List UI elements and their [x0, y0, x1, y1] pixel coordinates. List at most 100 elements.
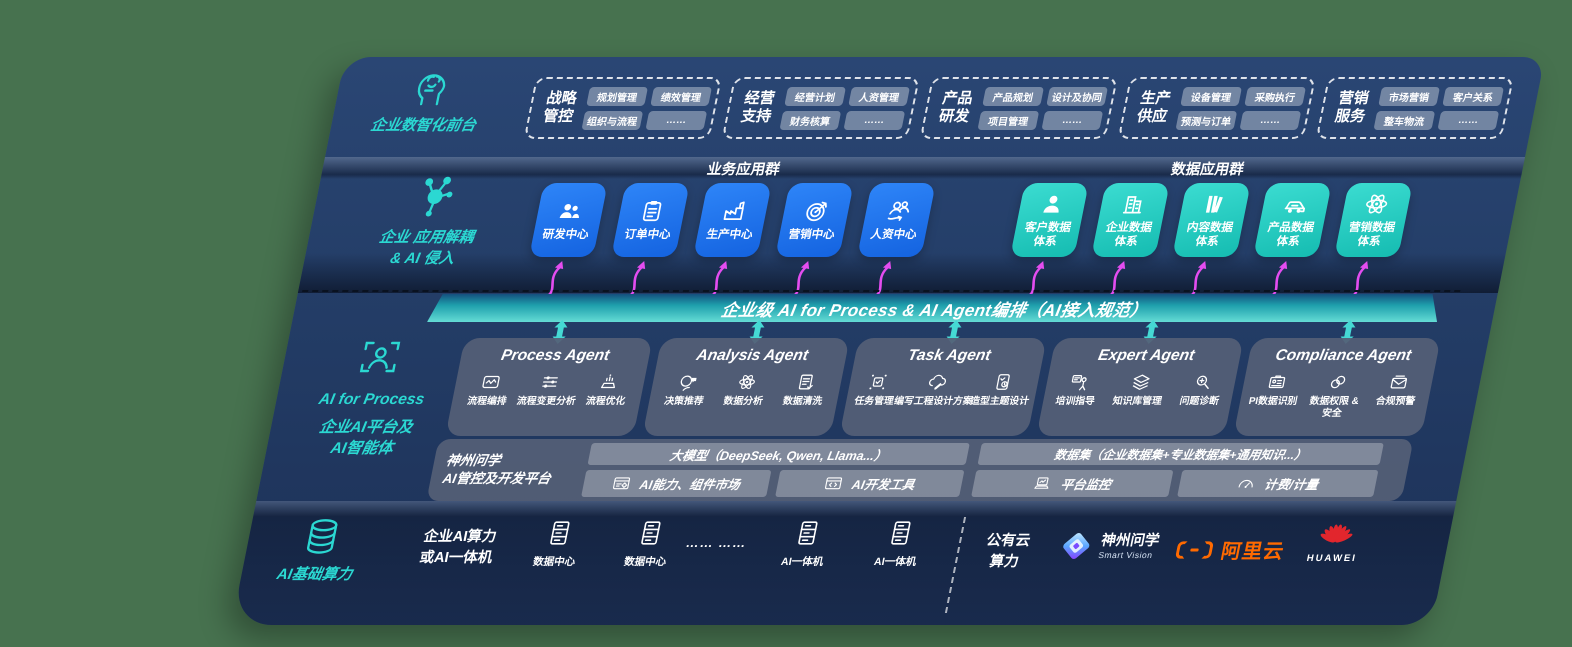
- alibaba-cloud-logo-icon: [1172, 539, 1216, 561]
- agent-item: 数据清洗: [772, 372, 838, 408]
- books-icon: [1199, 191, 1230, 217]
- platform-label: 神州问学 AI管控及开发平台: [441, 452, 553, 486]
- people-flow-icon: [883, 198, 914, 224]
- agent-item: 造型主题设计: [969, 372, 1035, 408]
- huawei-logo-icon: [1312, 521, 1360, 551]
- flow-arrow: [868, 258, 902, 298]
- chip: ……: [843, 110, 906, 130]
- node-label: AI一体机: [872, 556, 918, 568]
- flow-arrow: [1183, 258, 1217, 298]
- workflow-icon: [479, 372, 503, 392]
- platform-box: 神州问学 AI管控及开发平台 大模型（DeepSeek, Qwen, Llama.…: [426, 439, 1414, 501]
- front-layer-label: 企业数智化前台: [369, 117, 478, 134]
- sliders-icon: [538, 372, 562, 392]
- factory-icon: [719, 198, 750, 224]
- tile-rd-center: 研发中心: [529, 183, 608, 257]
- tile-label: 企业数据 体系: [1104, 221, 1154, 248]
- tile-label: 营销数据 体系: [1347, 221, 1397, 248]
- agent-item: 合规预警: [1366, 372, 1429, 408]
- tile-production-center: 生产中心: [693, 183, 772, 257]
- agent-item: 培训指导: [1047, 372, 1108, 408]
- clipboard-icon: [637, 198, 668, 224]
- team-icon: [555, 198, 586, 224]
- tile-order-center: 订单中心: [611, 183, 690, 257]
- training-icon: [1067, 372, 1091, 392]
- tile-label: 订单中心: [623, 228, 672, 241]
- tile-customer-data: 客户数据 体系: [1010, 183, 1089, 257]
- ribbon-text: 企业级 AI for Process & AI Agent编排（AI接入规范）: [719, 300, 1150, 320]
- compute-label: AI基础算力: [275, 566, 354, 583]
- agent-item: 流程变更分析: [515, 372, 581, 408]
- agent-item: 数据分析: [712, 372, 778, 408]
- front-group-name: 经营 支持: [739, 90, 777, 125]
- diagnose-icon: [1191, 372, 1215, 392]
- decision-icon: [676, 372, 700, 392]
- gauge-icon: [1235, 474, 1258, 493]
- agent-title: Task Agent: [906, 347, 993, 364]
- chip: 人资管理: [848, 86, 911, 106]
- tile-content-data: 内容数据 体系: [1172, 183, 1251, 257]
- building-icon: [1118, 191, 1149, 217]
- model-column: 大模型（DeepSeek, Qwen, Llama...） AI能力、组件市场 …: [581, 443, 970, 497]
- ai-appliance-node: AI一体机: [859, 519, 939, 569]
- ai-process-rail: AI for Process 企业AI平台及 AI智能体: [284, 337, 459, 460]
- flow-arrow: [786, 258, 820, 298]
- tile-product-data: 产品数据 体系: [1253, 183, 1332, 257]
- partner-name: 阿里云: [1218, 541, 1287, 563]
- person-icon: [1037, 191, 1068, 217]
- expert-agent-box: Expert Agent 培训指导 知识库管理 问题诊断: [1036, 338, 1244, 436]
- chip: 组织与流程: [581, 110, 644, 130]
- data-group-title: 数据应用群: [1169, 162, 1246, 178]
- tile-marketing-data: 营销数据 体系: [1334, 183, 1413, 257]
- scan-person-icon: [356, 337, 404, 377]
- chip: ……: [1437, 110, 1500, 130]
- id-card-icon: [1265, 372, 1289, 392]
- optimize-icon: [597, 372, 621, 392]
- chip: 规划管理: [586, 86, 649, 106]
- app-layer-rail: 企业 应用解耦 & AI 侵入: [333, 173, 527, 269]
- front-group-chips: 规划管理 绩效管理 组织与流程 ……: [581, 86, 713, 130]
- database-icon: [298, 515, 347, 559]
- server-icon: [792, 519, 824, 547]
- cloud-edit-icon: [925, 372, 949, 392]
- agent-item: 数据权限 & 安全: [1297, 372, 1373, 420]
- agent-title: Process Agent: [499, 347, 612, 364]
- chip: ……: [1041, 110, 1104, 130]
- node-label: AI一体机: [779, 556, 825, 568]
- front-group-name: 生产 供应: [1135, 90, 1173, 125]
- analysis-agent-box: Analysis Agent 决策推荐 数据分析 数据清洗: [642, 338, 850, 436]
- front-group-operation: 经营 支持 经营计划 人资管理 财务核算 ……: [721, 77, 921, 139]
- partner-name: HUAWEI: [1305, 553, 1358, 564]
- ai-devtools-cell: AI开发工具: [774, 470, 965, 497]
- dataset-column: 数据集（企业数据集+专业数据集+通用知识...） 平台监控 计费/计量: [971, 443, 1384, 497]
- front-group-product: 产品 研发 产品规划 设计及协同 项目管理 ……: [919, 77, 1119, 139]
- window-code-icon: [822, 474, 845, 493]
- flow-arrow: [1264, 258, 1298, 298]
- billing-cell: 计费/计量: [1176, 470, 1379, 497]
- chip: 财务核算: [779, 110, 842, 130]
- analysis-atom-icon: [735, 372, 759, 392]
- front-group-production: 生产 供应 设备管理 采购执行 预测与订单 ……: [1117, 77, 1317, 139]
- chip: ……: [1239, 110, 1302, 130]
- front-layer-rail: 企业数智化前台: [341, 65, 515, 136]
- laptop-chart-icon: [1031, 474, 1054, 493]
- agent-item: 决策推荐: [653, 372, 719, 408]
- public-cloud-label: 公有云 算力: [984, 533, 1032, 571]
- flow-arrow: [622, 258, 656, 298]
- dataset-bar: 数据集（企业数据集+专业数据集+通用知识...）: [977, 443, 1384, 465]
- app-layer-label: 企业 应用解耦 & AI 侵入: [377, 229, 476, 267]
- agent-item: 问题诊断: [1171, 372, 1232, 408]
- chip: ……: [645, 110, 708, 130]
- chip: 整车物流: [1373, 110, 1436, 130]
- platform-monitor-cell: 平台监控: [971, 470, 1173, 497]
- front-group-marketing: 营销 服务 市场营销 客户关系 整车物流 ……: [1315, 77, 1515, 139]
- compliance-agent-box: Compliance Agent PI数据识别 数据权限 & 安全 合规预警: [1233, 338, 1441, 436]
- partner-name: 神州问学: [1099, 533, 1161, 549]
- brain-icon: [407, 65, 456, 109]
- window-gear-icon: [610, 474, 633, 493]
- chip: 客户关系: [1442, 86, 1505, 106]
- tile-label: 生产中心: [705, 228, 754, 241]
- business-group-title: 业务应用群: [705, 162, 782, 178]
- tile-label: 产品数据 体系: [1266, 221, 1316, 248]
